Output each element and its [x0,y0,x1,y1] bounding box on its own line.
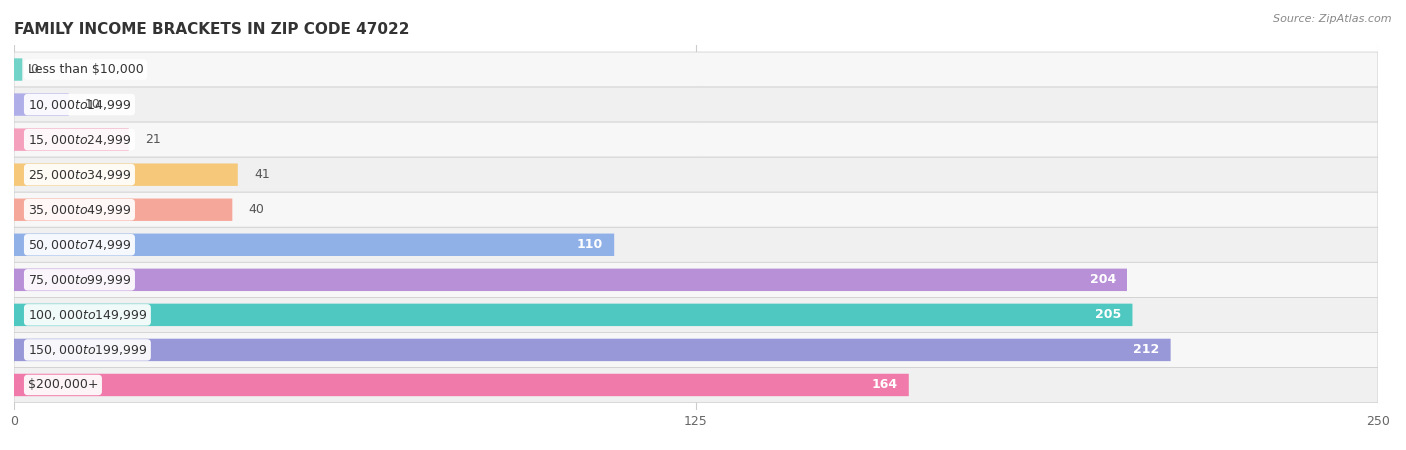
Text: $150,000 to $199,999: $150,000 to $199,999 [28,343,148,357]
Text: $15,000 to $24,999: $15,000 to $24,999 [28,133,131,147]
Text: Less than $10,000: Less than $10,000 [28,63,143,76]
Text: 212: 212 [1133,343,1160,356]
FancyBboxPatch shape [14,52,1378,87]
FancyBboxPatch shape [14,333,1378,368]
Text: $10,000 to $14,999: $10,000 to $14,999 [28,98,131,112]
Text: 164: 164 [872,378,898,392]
FancyBboxPatch shape [14,234,614,256]
FancyBboxPatch shape [14,192,1378,227]
FancyBboxPatch shape [14,122,1378,157]
FancyBboxPatch shape [14,297,1378,333]
Text: $200,000+: $200,000+ [28,378,98,392]
Text: 21: 21 [145,133,160,146]
FancyBboxPatch shape [14,128,129,151]
FancyBboxPatch shape [14,87,1378,122]
Text: Source: ZipAtlas.com: Source: ZipAtlas.com [1274,14,1392,23]
FancyBboxPatch shape [14,93,69,116]
Text: 205: 205 [1095,308,1122,321]
FancyBboxPatch shape [14,269,1128,291]
Text: $50,000 to $74,999: $50,000 to $74,999 [28,238,131,252]
FancyBboxPatch shape [14,339,1171,361]
Text: 110: 110 [576,238,603,251]
Text: FAMILY INCOME BRACKETS IN ZIP CODE 47022: FAMILY INCOME BRACKETS IN ZIP CODE 47022 [14,22,409,37]
FancyBboxPatch shape [14,262,1378,297]
Text: 40: 40 [249,203,264,216]
Text: $100,000 to $149,999: $100,000 to $149,999 [28,308,148,322]
Text: 0: 0 [31,63,38,76]
FancyBboxPatch shape [14,58,22,81]
FancyBboxPatch shape [14,227,1378,262]
Text: $25,000 to $34,999: $25,000 to $34,999 [28,168,131,182]
Text: 41: 41 [254,168,270,181]
FancyBboxPatch shape [14,374,908,396]
Text: $75,000 to $99,999: $75,000 to $99,999 [28,273,131,287]
FancyBboxPatch shape [14,198,232,221]
Text: 204: 204 [1090,273,1116,286]
FancyBboxPatch shape [14,163,238,186]
FancyBboxPatch shape [14,368,1378,402]
Text: $35,000 to $49,999: $35,000 to $49,999 [28,203,131,217]
FancyBboxPatch shape [14,304,1132,326]
FancyBboxPatch shape [14,157,1378,192]
Text: 10: 10 [84,98,101,111]
